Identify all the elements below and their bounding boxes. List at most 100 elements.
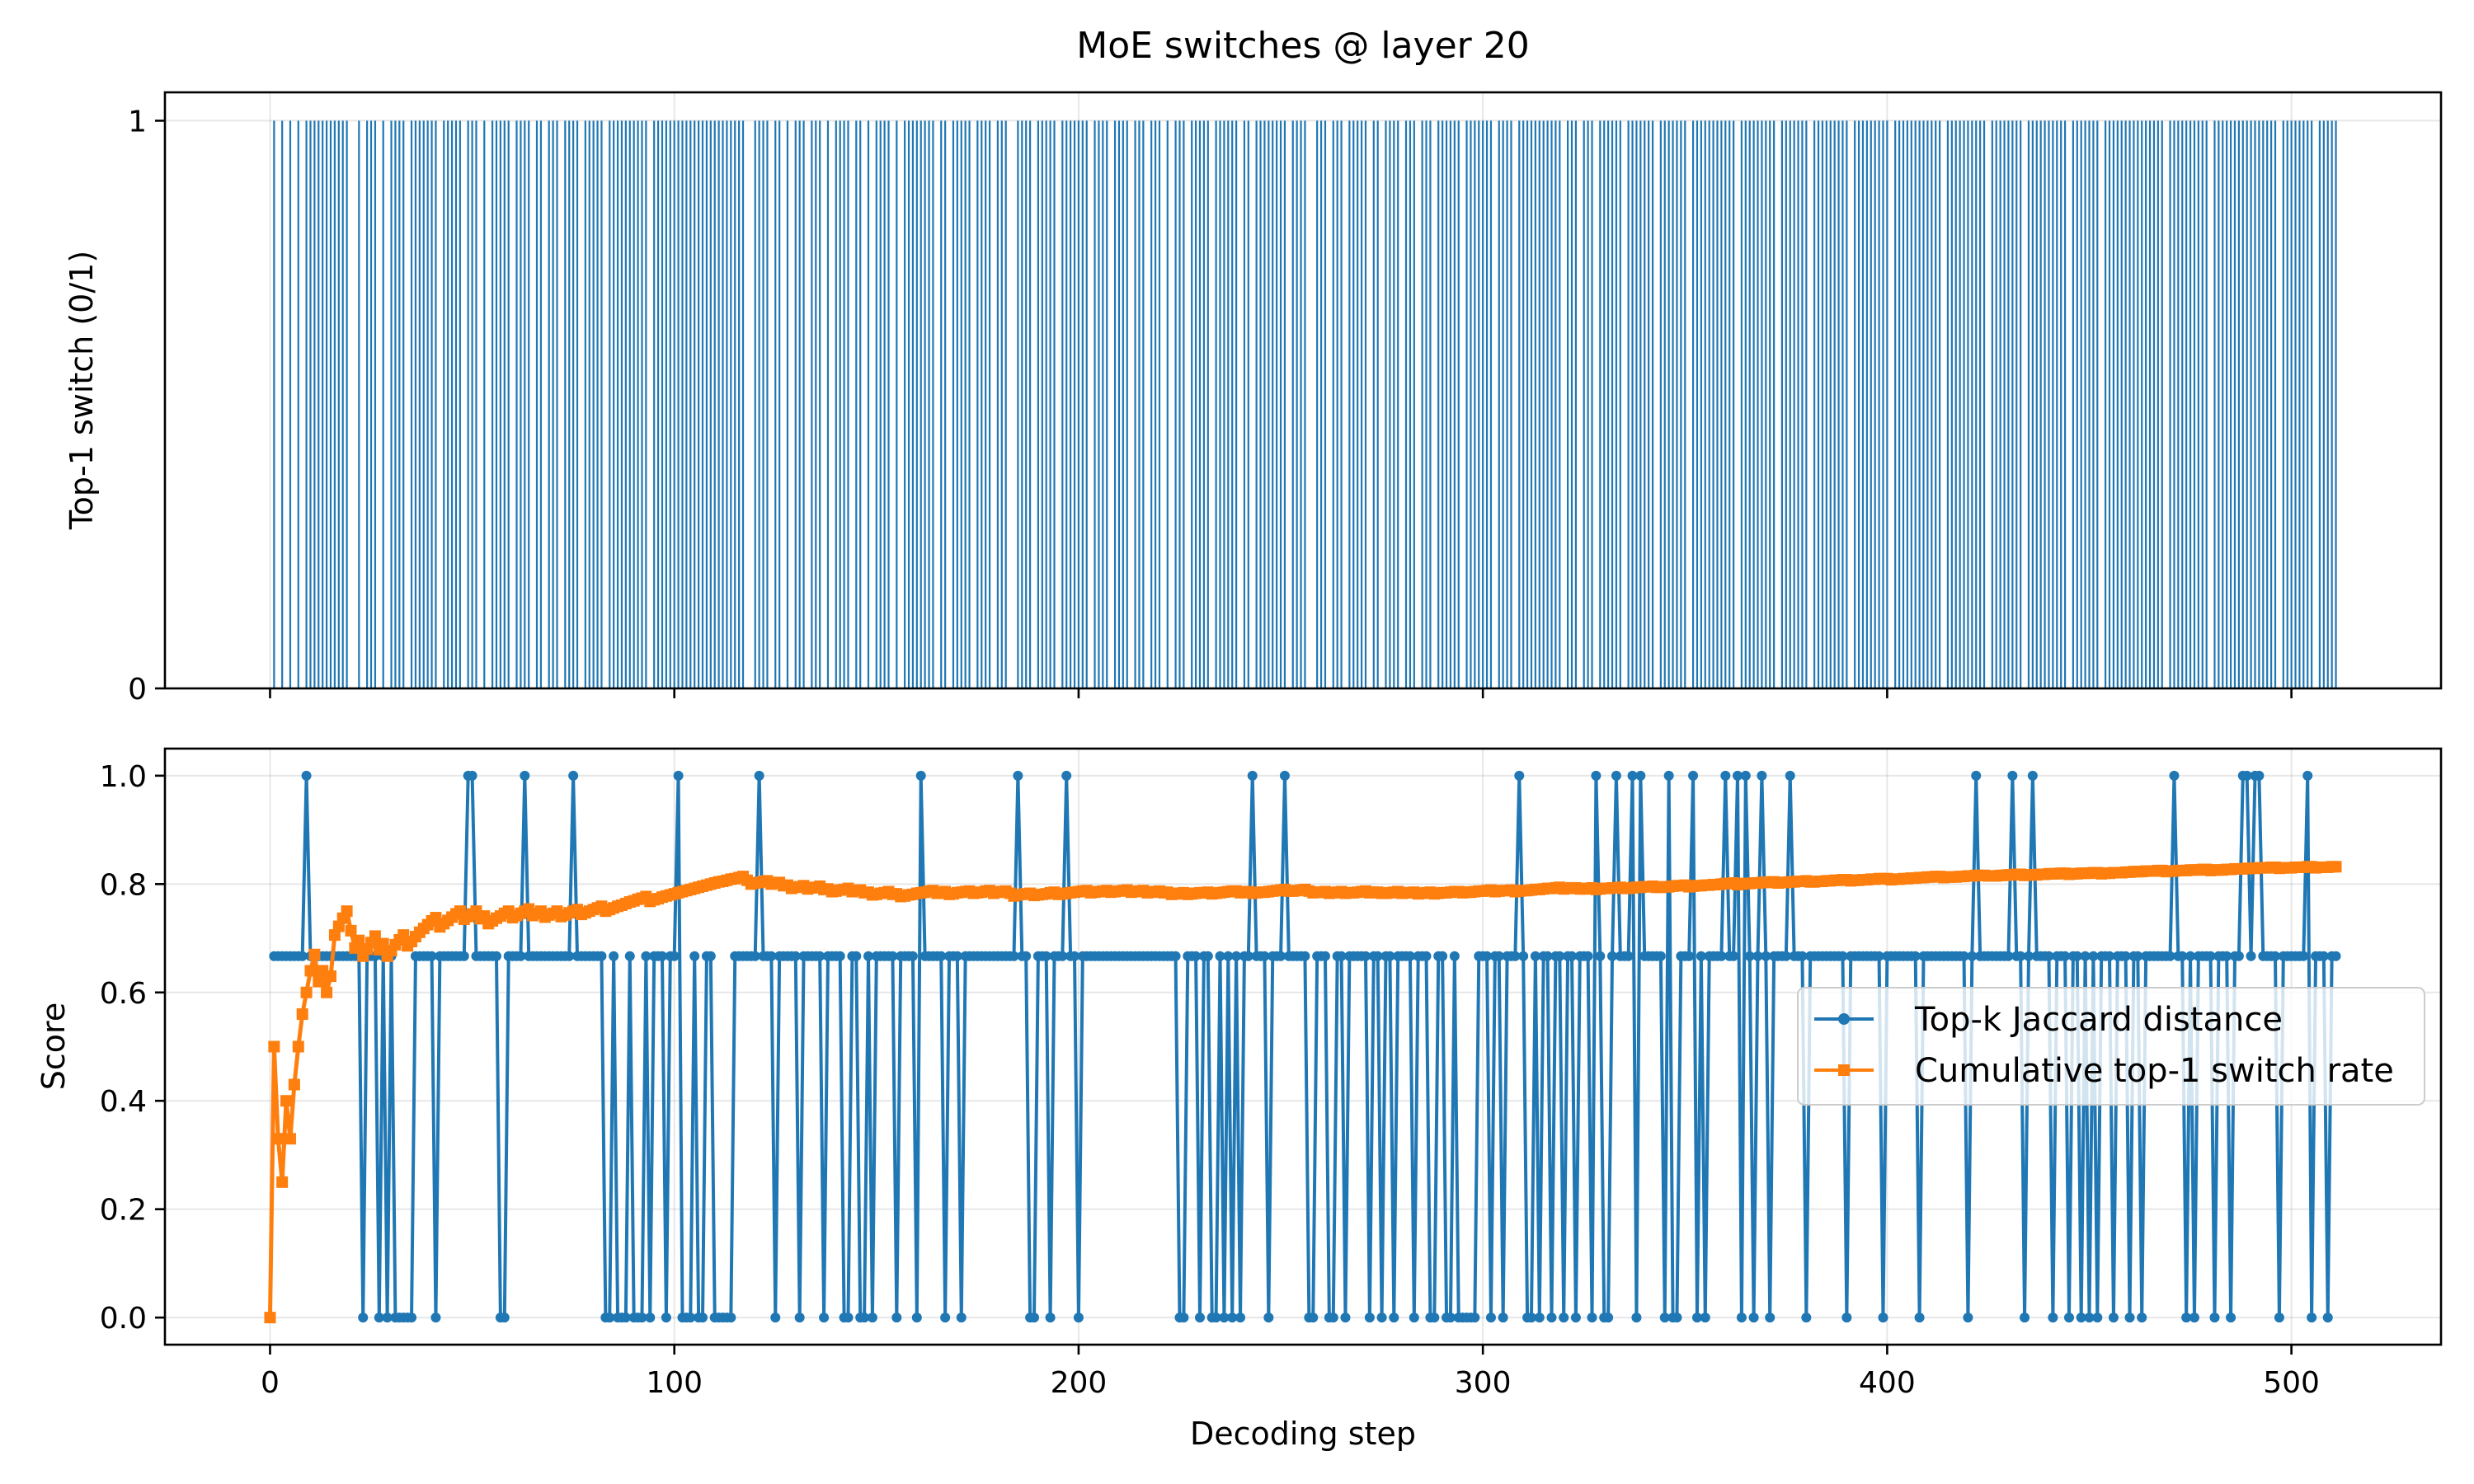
jaccard-point — [2222, 951, 2232, 961]
jaccard-point — [1340, 1313, 1351, 1323]
jaccard-point — [1223, 951, 1234, 961]
jaccard-point — [1263, 1313, 1274, 1323]
jaccard-point — [1801, 1313, 1812, 1323]
jaccard-point — [1211, 1313, 1221, 1323]
jaccard-point — [491, 951, 501, 961]
cumulative-point — [272, 1133, 285, 1145]
jaccard-point — [2048, 1313, 2058, 1323]
jaccard-point — [1202, 951, 1213, 961]
jaccard-point — [1841, 1313, 1852, 1323]
switch-axes: 01 Top-1 switch (0/1) — [63, 91, 2443, 707]
jaccard-point — [1534, 1313, 1545, 1323]
jaccard-point — [1780, 951, 1791, 961]
jaccard-point — [2063, 1313, 2074, 1323]
jaccard-point — [661, 1313, 671, 1323]
jaccard-point — [685, 1313, 696, 1323]
jaccard-point — [1514, 770, 1525, 781]
jaccard-point — [2169, 770, 2180, 781]
jaccard-point — [907, 951, 918, 961]
jaccard-point — [1659, 1313, 1670, 1323]
jaccard-point — [1720, 770, 1731, 781]
switch-ticks: 01 — [128, 105, 2293, 707]
jaccard-point — [459, 951, 469, 961]
jaccard-point — [382, 1313, 393, 1323]
jaccard-point — [1583, 951, 1593, 961]
jaccard-point — [2246, 951, 2256, 961]
jaccard-point — [689, 951, 700, 961]
jaccard-point — [1744, 951, 1755, 961]
jaccard-point — [1372, 951, 1383, 961]
score-x-tick-label: 300 — [1455, 1366, 1512, 1400]
jaccard-point — [1404, 951, 1415, 961]
jaccard-point — [794, 1313, 805, 1323]
jaccard-point — [1231, 951, 1242, 961]
jaccard-point — [1364, 1313, 1375, 1323]
jaccard-point — [2020, 1313, 2030, 1323]
score-marks — [264, 770, 2342, 1324]
cumulative-point — [268, 1040, 280, 1053]
jaccard-point — [790, 951, 801, 961]
jaccard-point — [2189, 1313, 2199, 1323]
x-axis-label: Decoding step — [1190, 1416, 1416, 1452]
jaccard-point — [2076, 1313, 2086, 1323]
jaccard-point — [1672, 1313, 1682, 1323]
switch-y-tick-label: 0 — [128, 673, 147, 707]
jaccard-point — [815, 951, 825, 961]
jaccard-point — [1376, 1313, 1387, 1323]
jaccard-point — [2044, 951, 2054, 961]
jaccard-point — [596, 951, 607, 961]
jaccard-point — [2185, 951, 2196, 961]
cumulative-point — [292, 1040, 304, 1053]
score-x-tick-label: 400 — [1859, 1366, 1916, 1400]
jaccard-point — [520, 770, 530, 781]
jaccard-point — [1429, 1313, 1440, 1323]
jaccard-point — [2318, 951, 2329, 961]
jaccard-point — [301, 770, 312, 781]
jaccard-point — [2108, 1313, 2119, 1323]
jaccard-point — [669, 951, 680, 961]
jaccard-point — [1235, 1313, 1246, 1323]
jaccard-point — [1567, 951, 1578, 961]
jaccard-point — [2072, 951, 2082, 961]
legend: Top-k Jaccard distance Cumulative top-1 … — [1797, 987, 2425, 1106]
jaccard-point — [2233, 951, 2244, 961]
jaccard-point — [1057, 951, 1068, 961]
jaccard-point — [766, 951, 777, 961]
jaccard-point — [1631, 1313, 1642, 1323]
jaccard-point — [1070, 951, 1080, 961]
jaccard-point — [1971, 770, 1982, 781]
jaccard-point — [1421, 951, 1432, 961]
jaccard-point — [2177, 951, 2188, 961]
score-x-tick-label: 200 — [1051, 1366, 1108, 1400]
jaccard-point — [1437, 951, 1448, 961]
jaccard-point — [1740, 770, 1751, 781]
cumulative-point — [345, 924, 357, 937]
jaccard-point — [940, 1313, 951, 1323]
jaccard-point — [726, 1313, 736, 1323]
cumulative-point — [300, 986, 313, 998]
jaccard-point — [1878, 1313, 1888, 1323]
jaccard-point — [2181, 1313, 2192, 1323]
jaccard-point — [1684, 951, 1695, 961]
jaccard-point — [620, 1313, 631, 1323]
jaccard-point — [1360, 951, 1371, 961]
jaccard-point — [1748, 1313, 1759, 1323]
jaccard-point — [952, 951, 962, 961]
jaccard-point — [2084, 1313, 2095, 1323]
cumulative-point — [276, 1176, 289, 1188]
jaccard-point — [1009, 951, 1019, 961]
jaccard-point — [1485, 1313, 1496, 1323]
figure-title: MoE switches @ layer 20 — [1076, 25, 1529, 67]
jaccard-point — [1279, 770, 1290, 781]
jaccard-point — [1700, 1313, 1710, 1323]
jaccard-point — [1603, 1313, 1614, 1323]
cumulative-point — [328, 929, 341, 942]
jaccard-point — [750, 951, 760, 961]
jaccard-point — [1061, 770, 1072, 781]
jaccard-point — [1688, 770, 1699, 781]
score-y-tick-label: 0.6 — [100, 977, 147, 1011]
score-ticks: 0 100 200 300 400 500 0.0 0.2 0.4 0.6 0.8 1.0 — [100, 760, 2320, 1400]
jaccard-point — [1623, 951, 1634, 961]
jaccard-point — [1837, 951, 1848, 961]
score-x-tick-label: 100 — [646, 1366, 703, 1400]
